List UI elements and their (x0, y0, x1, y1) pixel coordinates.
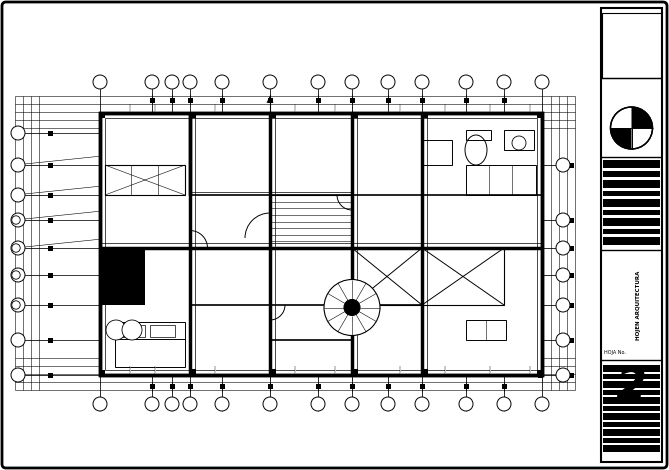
Bar (47, 163, 52, 167)
Bar (105, 118, 537, 370)
Bar (603, 218, 660, 226)
Bar (219, 97, 225, 102)
Bar (466, 130, 491, 140)
Bar (190, 369, 196, 375)
Circle shape (556, 268, 570, 282)
Circle shape (183, 397, 197, 411)
Bar (316, 384, 320, 389)
Circle shape (344, 299, 360, 315)
Bar (17, 193, 21, 197)
Bar (270, 112, 276, 118)
Bar (17, 131, 21, 135)
Bar (316, 97, 320, 102)
Bar (17, 163, 21, 167)
Bar (100, 113, 105, 118)
Bar (120, 325, 145, 337)
Bar (502, 384, 506, 389)
Bar (464, 97, 468, 102)
Circle shape (11, 298, 25, 312)
Circle shape (556, 298, 570, 312)
Ellipse shape (465, 135, 487, 165)
Circle shape (324, 280, 380, 336)
Bar (603, 210, 660, 215)
Bar (422, 369, 428, 375)
Wedge shape (611, 128, 632, 149)
Bar (569, 273, 573, 277)
Bar (47, 245, 52, 251)
Circle shape (611, 107, 652, 149)
Bar (115, 322, 185, 367)
Circle shape (381, 397, 395, 411)
Bar (537, 245, 543, 251)
Circle shape (556, 368, 570, 382)
Bar (569, 218, 573, 222)
Circle shape (93, 397, 107, 411)
Circle shape (556, 158, 570, 172)
Bar (17, 273, 21, 277)
Circle shape (183, 75, 197, 89)
Circle shape (11, 368, 25, 382)
Circle shape (11, 126, 25, 140)
Bar (603, 365, 660, 372)
Bar (537, 373, 543, 377)
Circle shape (556, 241, 570, 255)
Bar (190, 112, 196, 118)
Bar (601, 8, 662, 462)
Text: HOJEN ARQUITECTURA: HOJEN ARQUITECTURA (636, 270, 642, 340)
Bar (422, 140, 452, 165)
Bar (537, 131, 543, 135)
Bar (537, 337, 543, 343)
Circle shape (215, 397, 229, 411)
Bar (149, 97, 155, 102)
Circle shape (263, 75, 277, 89)
Bar (270, 369, 276, 375)
Circle shape (93, 75, 107, 89)
Circle shape (311, 397, 325, 411)
Bar (603, 422, 660, 427)
Circle shape (497, 75, 511, 89)
Circle shape (11, 158, 25, 172)
Bar (385, 384, 391, 389)
Circle shape (165, 75, 179, 89)
Circle shape (106, 320, 126, 340)
Bar (187, 97, 193, 102)
Circle shape (415, 75, 429, 89)
Bar (17, 373, 21, 377)
Bar (504, 130, 534, 150)
Bar (419, 384, 425, 389)
Circle shape (11, 268, 25, 282)
Bar (603, 397, 660, 404)
Bar (17, 337, 21, 343)
Bar (537, 163, 543, 167)
Circle shape (345, 75, 359, 89)
Bar (105, 165, 185, 195)
Circle shape (459, 75, 473, 89)
Bar (603, 180, 660, 188)
Bar (537, 113, 542, 118)
Bar (100, 370, 105, 375)
Bar (100, 113, 542, 375)
Bar (47, 373, 52, 377)
Circle shape (11, 333, 25, 347)
Bar (385, 97, 391, 102)
Bar (352, 112, 358, 118)
Bar (537, 273, 543, 277)
Bar (270, 195, 352, 248)
Bar (569, 245, 573, 251)
Bar (349, 384, 355, 389)
Circle shape (145, 75, 159, 89)
Bar (219, 384, 225, 389)
Bar (466, 165, 536, 195)
Bar (268, 97, 272, 102)
Bar (352, 248, 422, 305)
Text: 2: 2 (616, 367, 647, 409)
Circle shape (556, 213, 570, 227)
Circle shape (165, 397, 179, 411)
Bar (150, 325, 175, 337)
Bar (537, 218, 543, 222)
Bar (603, 381, 660, 388)
Circle shape (459, 397, 473, 411)
Bar (537, 193, 543, 197)
Bar (17, 245, 21, 251)
